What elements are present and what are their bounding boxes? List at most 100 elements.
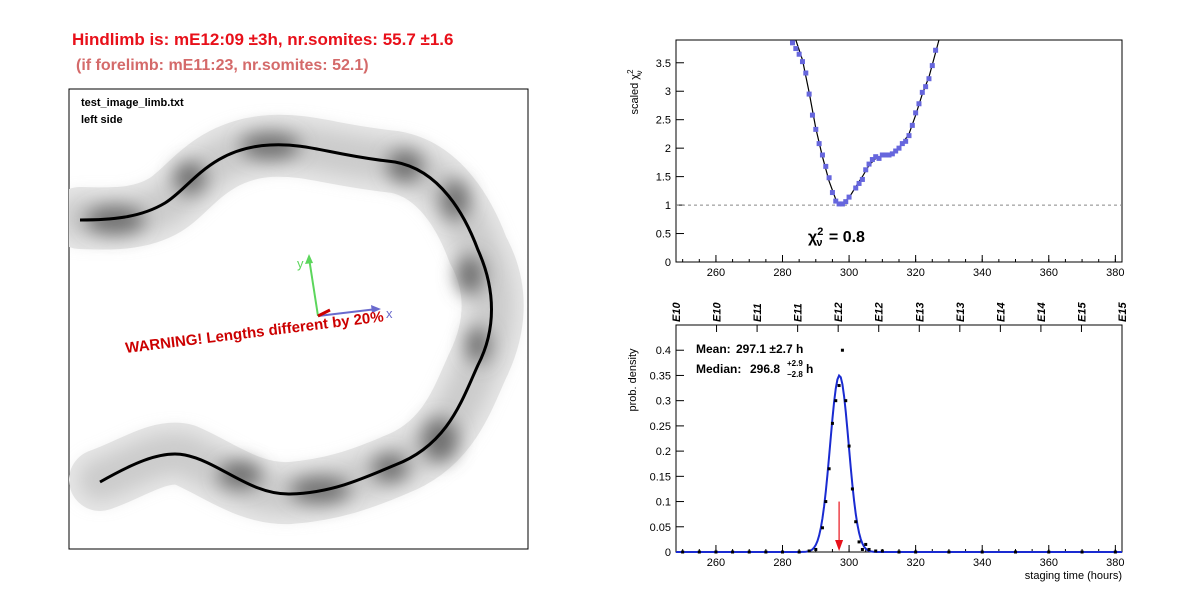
density-point [714, 550, 718, 554]
chi2-y-tick-label: 3.5 [656, 58, 671, 70]
density-point [1047, 550, 1051, 554]
chi2-x-tick-label: 300 [840, 267, 858, 279]
chi2-point [833, 198, 839, 204]
density-top-label: E12 [874, 302, 886, 322]
density-top-label: E15 [1076, 302, 1088, 322]
chi2-point [843, 199, 849, 205]
chi2-point [899, 141, 905, 147]
density-ylabel: prob. density [627, 348, 639, 411]
side-label: left side [81, 114, 123, 126]
chi2-x-tick-label: 360 [1040, 267, 1058, 279]
chi2-point [889, 151, 895, 157]
median-value: 296.8 [750, 362, 780, 376]
density-fit-curve [676, 373, 1122, 553]
chi2-point [879, 152, 885, 158]
chi2-point [823, 163, 829, 169]
density-top-label: E10 [671, 302, 683, 322]
density-x-tick-label: 340 [973, 557, 991, 569]
density-y-tick-label: 0.4 [656, 345, 671, 357]
density-plot-frame [675, 324, 1123, 553]
density-top-label: E12 [833, 302, 845, 322]
density-point [844, 399, 848, 403]
chi2-point [869, 157, 875, 163]
density-point [860, 547, 864, 551]
chi2-y-tick-label: 3 [665, 86, 671, 98]
density-y-tick-label: 0.2 [656, 446, 671, 458]
chi2-point [859, 176, 865, 182]
median-plus: +2.9 [787, 359, 803, 368]
chi2-point [789, 40, 795, 46]
median-unit: h [806, 362, 813, 376]
chi2-point [853, 185, 859, 191]
chi2-point [863, 167, 869, 173]
chi2-point [923, 84, 929, 90]
density-point [867, 547, 871, 551]
chi2-point [806, 91, 812, 97]
density-point [747, 550, 751, 554]
chi2-point [813, 126, 819, 132]
density-point [681, 550, 685, 554]
x-axis-label: x [386, 306, 393, 321]
x-axis-arrow [317, 308, 378, 317]
density-point [820, 526, 824, 530]
chi2-y-tick-label: 0.5 [656, 229, 671, 241]
chi2-point [926, 76, 932, 82]
chi2-y-tick-label: 2.5 [656, 115, 671, 127]
density-x-tick-label: 360 [1040, 557, 1058, 569]
chi2-annotation: χ2 ν = 0.8 [808, 226, 865, 249]
median-minus: −2.8 [787, 370, 803, 379]
chi2-point [866, 161, 872, 167]
chi2-point [933, 47, 939, 53]
density-point [980, 550, 984, 554]
density-y-tick-label: 0.1 [656, 497, 671, 509]
density-point [880, 549, 884, 553]
density-point [1013, 550, 1017, 554]
density-y-tick-label: 0.3 [656, 396, 671, 408]
density-point [840, 348, 844, 352]
density-point [914, 550, 918, 554]
chi2-point [819, 152, 825, 158]
chi2-point [919, 89, 925, 95]
density-y-tick-label: 0 [665, 547, 671, 559]
median-arrowhead-icon [835, 540, 844, 551]
density-point [850, 487, 854, 491]
chi2-point [916, 101, 922, 107]
mean-label: Mean: [696, 342, 731, 356]
chi2-point [909, 122, 915, 128]
chi2-x-tick-label: 320 [906, 267, 924, 279]
density-point [827, 467, 831, 471]
chi2-x-tick-label: 380 [1106, 267, 1124, 279]
density-y-tick-label: 0.15 [650, 471, 671, 483]
density-point [837, 384, 841, 388]
density-point [830, 421, 834, 425]
density-point [807, 549, 811, 553]
density-x-tick-label: 300 [840, 557, 858, 569]
density-point [834, 399, 838, 403]
density-xlabel: staging time (hours) [1025, 570, 1122, 582]
density-top-label: E13 [955, 302, 967, 322]
density-point [781, 550, 785, 554]
density-top-label: E13 [914, 302, 926, 322]
chi2-point [796, 51, 802, 57]
y-axis-label: y [297, 256, 304, 271]
density-x-tick-label: 320 [906, 557, 924, 569]
density-top-label: E11 [793, 303, 805, 322]
density-y-tick-label: 0.25 [650, 421, 671, 433]
chi2-point [816, 141, 822, 147]
chi2-point [809, 112, 815, 118]
chi2-x-tick-label: 340 [973, 267, 991, 279]
density-top-label: E11 [752, 303, 764, 322]
chi2-ylabel: scaled χ2ν [626, 69, 644, 115]
chi2-y-tick-label: 2 [665, 143, 671, 155]
chi2-y-tick-label: 1.5 [656, 172, 671, 184]
density-x-tick-label: 260 [707, 557, 725, 569]
density-top-label: E15 [1117, 302, 1129, 322]
chi2-point [829, 190, 835, 196]
chi2-point [906, 133, 912, 139]
density-top-label: E14 [995, 302, 1007, 322]
chi2-point [836, 201, 842, 207]
y-arrowhead-icon [305, 254, 313, 264]
chi2-y-tick-label: 1 [665, 200, 671, 212]
